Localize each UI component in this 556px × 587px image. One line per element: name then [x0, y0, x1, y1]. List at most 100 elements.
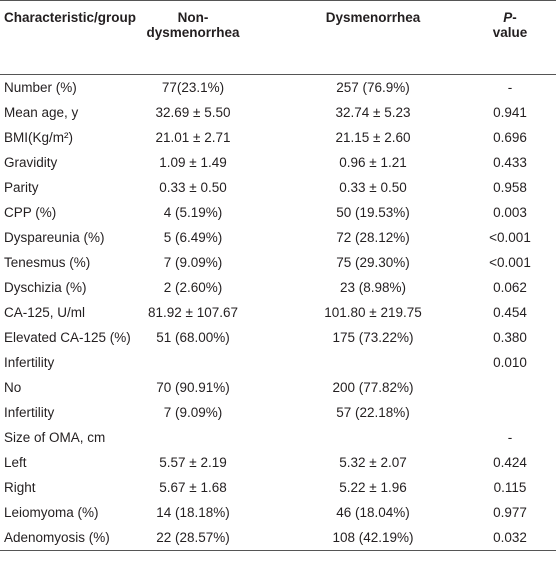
cell-value: 51 (68.00%) [156, 330, 230, 345]
table-cell: 0.941 [488, 100, 556, 125]
cell-value: 77(23.1%) [161, 80, 225, 95]
table-cell: 46 (18.04%) [258, 500, 488, 525]
table-cell: 0.115 [488, 475, 556, 500]
cell-value: 81.92 ± 107.67 [148, 305, 238, 320]
table-cell: BMI(Kg/m²) [0, 125, 128, 150]
table-cell: 0.977 [488, 500, 556, 525]
table-row: Leiomyoma (%) 14 (18.18%) 46 (18.04%) 0.977 [0, 500, 556, 525]
table-cell [488, 400, 556, 425]
table-cell: 257 (76.9%) [258, 75, 488, 101]
row-label: Infertility [4, 405, 55, 420]
header-row: Characteristic/group Non-dysmenorrhea Dy… [0, 0, 556, 75]
cell-value: 4 (5.19%) [163, 205, 223, 220]
table-cell: 0.010 [488, 350, 556, 375]
table-row: CA-125, U/ml 81.92 ± 107.67 101.80 ± 219.7… [0, 300, 556, 325]
table-cell: 200 (77.82%) [258, 375, 488, 400]
table-cell: No [0, 375, 128, 400]
table-cell: 5.57 ± 2.19 [128, 450, 258, 475]
row-label: Dyspareunia (%) [4, 230, 105, 245]
row-label: Parity [4, 180, 39, 195]
table-cell: CA-125, U/ml [0, 300, 128, 325]
row-label: Gravidity [4, 155, 58, 170]
table-cell: Infertility [0, 400, 128, 425]
table-cell: - [488, 425, 556, 450]
cell-value: 46 (18.04%) [336, 505, 410, 520]
cell-value: 101.80 ± 219.75 [324, 305, 422, 320]
table-cell: Elevated CA-125 (%) [0, 325, 131, 350]
table-cell: Parity [0, 175, 128, 200]
table-cell: 0.696 [488, 125, 556, 150]
table-cell: 70 (90.91%) [128, 375, 258, 400]
table-cell: 2 (2.60%) [128, 275, 258, 300]
cell-value: 21.01 ± 2.71 [155, 130, 231, 145]
table-cell: 5.22 ± 1.96 [258, 475, 488, 500]
table-cell [258, 350, 488, 375]
data-table: Characteristic/group Non-dysmenorrhea Dy… [0, 0, 556, 551]
table-cell: CPP (%) [0, 200, 128, 225]
cell-value: 32.69 ± 5.50 [155, 105, 231, 120]
table-row: CPP (%) 4 (5.19%) 50 (19.53%) 0.003 [0, 200, 556, 225]
table-cell [128, 350, 258, 375]
table-row: BMI(Kg/m²) 21.01 ± 2.71 21.15 ± 2.60 0.696 [0, 125, 556, 150]
row-label: Size of OMA, cm [4, 430, 106, 445]
table-cell: 0.003 [488, 200, 556, 225]
table-cell: Leiomyoma (%) [0, 500, 128, 525]
row-label: Left [4, 455, 27, 470]
table-row: Elevated CA-125 (%) 51 (68.00%) 175 (73.22… [0, 325, 556, 350]
row-label: Infertility [4, 355, 55, 370]
table-cell: 32.69 ± 5.50 [128, 100, 258, 125]
table-cell: 50 (19.53%) [258, 200, 488, 225]
table-cell [128, 425, 258, 450]
table-cell: 81.92 ± 107.67 [128, 300, 258, 325]
table-cell: 51 (68.00%) [128, 325, 258, 350]
cell-value: - [507, 80, 513, 95]
table-cell: Gravidity [0, 150, 128, 175]
table-cell: 5 (6.49%) [128, 225, 258, 250]
table-cell: 21.01 ± 2.71 [128, 125, 258, 150]
header-cell: Characteristic/group [0, 0, 136, 75]
header-cell: P-value [488, 0, 556, 75]
cell-value: 0.010 [493, 355, 527, 370]
row-label: Adenomyosis (%) [4, 530, 110, 545]
row-label: No [4, 380, 22, 395]
table-cell: 0.96 ± 1.21 [258, 150, 488, 175]
table-row: Mean age, y 32.69 ± 5.50 32.74 ± 5.23 0.941 [0, 100, 556, 125]
cell-value: 0.33 ± 0.50 [339, 180, 407, 195]
header-text: P-value [492, 10, 528, 40]
cell-value: 14 (18.18%) [156, 505, 230, 520]
table-cell: 0.454 [488, 300, 556, 325]
header-cell: Non-dysmenorrhea [128, 0, 258, 75]
table-row: Dyschizia (%) 2 (2.60%) 23 (8.98%) 0.062 [0, 275, 556, 300]
table-cell: 32.74 ± 5.23 [258, 100, 488, 125]
cell-value: 5.57 ± 2.19 [159, 455, 227, 470]
table-cell: 75 (29.30%) [258, 250, 488, 275]
row-label: Dyschizia (%) [4, 280, 87, 295]
table-cell [258, 425, 488, 450]
table-cell: 0.958 [488, 175, 556, 200]
table-cell: Tenesmus (%) [0, 250, 128, 275]
cell-value: 0.032 [493, 530, 527, 545]
cell-value: 0.33 ± 0.50 [159, 180, 227, 195]
table-cell: 0.433 [488, 150, 556, 175]
cell-value: 7 (9.09%) [163, 405, 223, 420]
table-cell: 77(23.1%) [128, 75, 258, 101]
row-label: Leiomyoma (%) [4, 505, 99, 520]
table-row: Gravidity 1.09 ± 1.49 0.96 ± 1.21 0.433 [0, 150, 556, 175]
table-cell: 21.15 ± 2.60 [258, 125, 488, 150]
table-cell: Infertility [0, 350, 128, 375]
cell-value: <0.001 [489, 230, 531, 245]
cell-value: 5.67 ± 1.68 [159, 480, 227, 495]
cell-value: 75 (29.30%) [336, 255, 410, 270]
cell-value: <0.001 [489, 255, 531, 270]
cell-value: 32.74 ± 5.23 [335, 105, 411, 120]
table-cell: Left [0, 450, 128, 475]
cell-value: 0.062 [493, 280, 527, 295]
table-cell: Dyschizia (%) [0, 275, 128, 300]
table-cell: Dyspareunia (%) [0, 225, 128, 250]
table-cell: 5.32 ± 2.07 [258, 450, 488, 475]
cell-value: 0.96 ± 1.21 [339, 155, 407, 170]
table-row: Infertility 7 (9.09%) 57 (22.18%) [0, 400, 556, 425]
table-row: Parity 0.33 ± 0.50 0.33 ± 0.50 0.958 [0, 175, 556, 200]
row-label: Elevated CA-125 (%) [4, 330, 131, 345]
